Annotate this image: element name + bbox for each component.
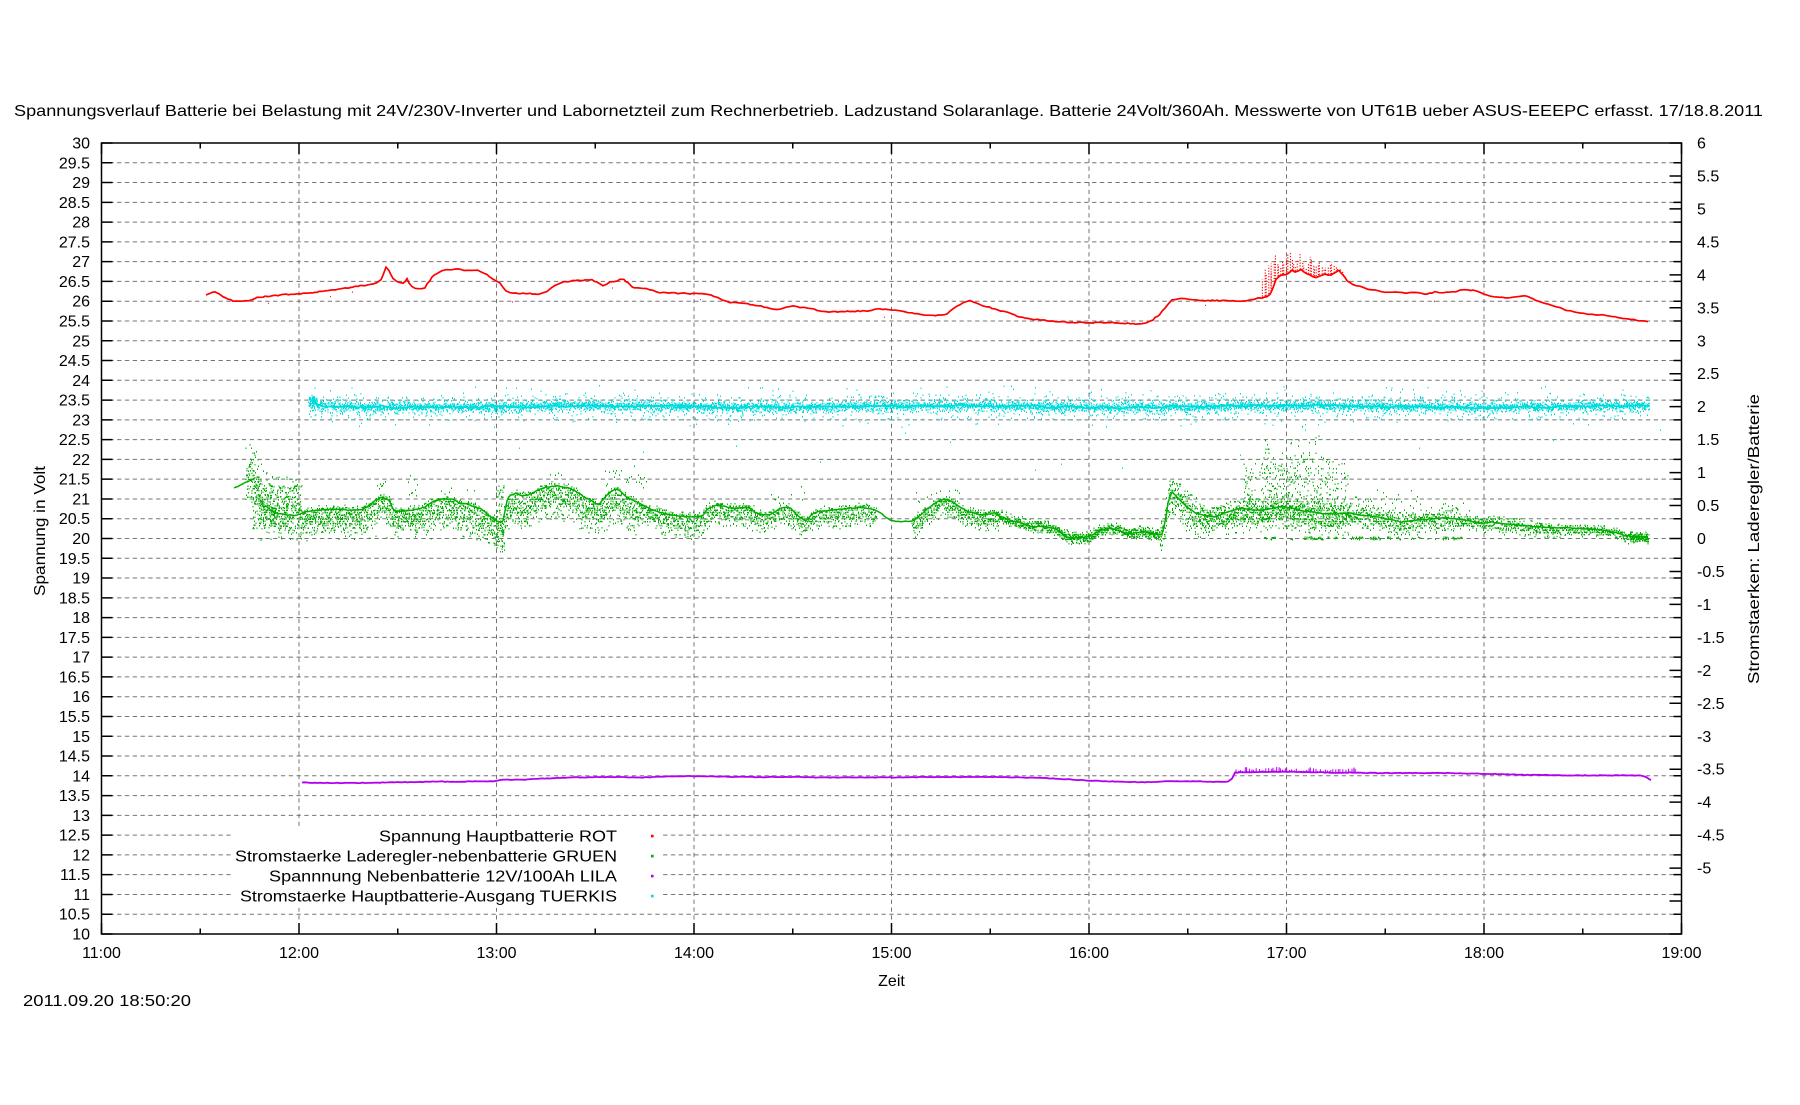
svg-text:21.5: 21.5 bbox=[59, 472, 90, 489]
svg-text:-4: -4 bbox=[1697, 795, 1711, 812]
svg-text:Stromstaerke Laderegler-nebenb: Stromstaerke Laderegler-nebenbatterie GR… bbox=[235, 849, 617, 866]
svg-text:14:00: 14:00 bbox=[674, 945, 714, 962]
svg-text:-2: -2 bbox=[1697, 663, 1711, 680]
svg-text:Spannung in Volt: Spannung in Volt bbox=[32, 465, 49, 596]
svg-text:13: 13 bbox=[72, 808, 90, 825]
svg-text:19: 19 bbox=[72, 571, 90, 588]
svg-text:2: 2 bbox=[1697, 399, 1706, 416]
svg-text:Spannung Hauptbatterie ROT: Spannung Hauptbatterie ROT bbox=[379, 829, 617, 846]
svg-text:12: 12 bbox=[72, 847, 90, 864]
svg-text:28.5: 28.5 bbox=[59, 195, 90, 212]
svg-text:4: 4 bbox=[1697, 267, 1706, 284]
svg-text:14.5: 14.5 bbox=[59, 749, 90, 766]
svg-text:17: 17 bbox=[72, 650, 90, 667]
svg-text:10.5: 10.5 bbox=[59, 907, 90, 924]
svg-text:0.5: 0.5 bbox=[1697, 498, 1719, 515]
svg-text:30: 30 bbox=[72, 136, 90, 153]
svg-text:27.5: 27.5 bbox=[59, 234, 90, 251]
svg-text:18.5: 18.5 bbox=[59, 590, 90, 607]
svg-text:1: 1 bbox=[1697, 465, 1706, 482]
svg-text:26: 26 bbox=[72, 294, 90, 311]
svg-text:25.5: 25.5 bbox=[59, 313, 90, 330]
svg-text:5.5: 5.5 bbox=[1697, 168, 1719, 185]
svg-text:6: 6 bbox=[1697, 136, 1706, 153]
svg-text:2.5: 2.5 bbox=[1697, 366, 1719, 383]
svg-text:19.5: 19.5 bbox=[59, 551, 90, 568]
svg-text:12.5: 12.5 bbox=[59, 828, 90, 845]
svg-text:2011.09.20 18:50:20: 2011.09.20 18:50:20 bbox=[23, 993, 191, 1010]
svg-text:20: 20 bbox=[72, 531, 90, 548]
svg-text:24: 24 bbox=[72, 373, 90, 390]
svg-text:20.5: 20.5 bbox=[59, 511, 90, 528]
svg-text:4.5: 4.5 bbox=[1697, 234, 1719, 251]
svg-text:18:00: 18:00 bbox=[1464, 945, 1504, 962]
svg-text:11: 11 bbox=[73, 887, 90, 904]
svg-text:1.5: 1.5 bbox=[1697, 432, 1719, 449]
svg-text:3: 3 bbox=[1697, 333, 1706, 350]
svg-text:29: 29 bbox=[72, 175, 90, 192]
svg-text:17:00: 17:00 bbox=[1266, 945, 1306, 962]
svg-text:21: 21 bbox=[72, 491, 90, 508]
svg-text:11.5: 11.5 bbox=[60, 867, 90, 884]
svg-text:3.5: 3.5 bbox=[1697, 300, 1719, 317]
svg-text:22.5: 22.5 bbox=[59, 432, 90, 449]
svg-text:28: 28 bbox=[72, 215, 90, 232]
svg-text:Stromstaerke Hauptbatterie-Aus: Stromstaerke Hauptbatterie-Ausgang TUERK… bbox=[240, 889, 617, 906]
svg-text:23: 23 bbox=[72, 412, 90, 429]
svg-text:17.5: 17.5 bbox=[59, 630, 90, 647]
svg-text:15.5: 15.5 bbox=[59, 709, 90, 726]
svg-text:5: 5 bbox=[1697, 201, 1706, 218]
svg-text:29.5: 29.5 bbox=[59, 155, 90, 172]
svg-text:13:00: 13:00 bbox=[476, 945, 516, 962]
svg-text:Spannungsverlauf Batterie bei: Spannungsverlauf Batterie bei Belastung … bbox=[14, 103, 1763, 120]
svg-text:16:00: 16:00 bbox=[1069, 945, 1109, 962]
svg-text:27: 27 bbox=[72, 254, 90, 271]
svg-text:26.5: 26.5 bbox=[59, 274, 90, 291]
svg-text:Zeit: Zeit bbox=[878, 973, 905, 990]
svg-text:18: 18 bbox=[72, 610, 90, 627]
svg-text:-4.5: -4.5 bbox=[1697, 828, 1725, 845]
svg-text:23.5: 23.5 bbox=[59, 393, 90, 410]
svg-text:15: 15 bbox=[72, 729, 90, 746]
svg-text:19:00: 19:00 bbox=[1661, 945, 1701, 962]
svg-text:-5: -5 bbox=[1697, 861, 1711, 878]
svg-text:22: 22 bbox=[72, 452, 90, 469]
svg-text:25: 25 bbox=[72, 333, 90, 350]
svg-text:-1: -1 bbox=[1697, 597, 1711, 614]
svg-text:16.5: 16.5 bbox=[59, 669, 90, 686]
svg-text:-3.5: -3.5 bbox=[1697, 762, 1725, 779]
svg-text:13.5: 13.5 bbox=[59, 788, 90, 805]
svg-text:12:00: 12:00 bbox=[279, 945, 319, 962]
svg-text:14: 14 bbox=[72, 768, 90, 785]
svg-text:Spannnung Nebenbatterie 12V/10: Spannnung Nebenbatterie 12V/100Ah LILA bbox=[269, 869, 617, 886]
svg-text:11:00: 11:00 bbox=[82, 945, 121, 962]
svg-text:15:00: 15:00 bbox=[871, 945, 911, 962]
svg-text:10: 10 bbox=[72, 927, 90, 944]
svg-text:16: 16 bbox=[72, 689, 90, 706]
svg-text:-1.5: -1.5 bbox=[1697, 630, 1725, 647]
svg-text:-2.5: -2.5 bbox=[1697, 696, 1725, 713]
svg-text:0: 0 bbox=[1697, 531, 1706, 548]
svg-text:Stromstaerken: Laderegler/Batt: Stromstaerken: Laderegler/Batterie bbox=[1746, 394, 1763, 684]
svg-text:24.5: 24.5 bbox=[59, 353, 90, 370]
svg-text:-0.5: -0.5 bbox=[1697, 564, 1725, 581]
svg-text:-3: -3 bbox=[1697, 729, 1711, 746]
